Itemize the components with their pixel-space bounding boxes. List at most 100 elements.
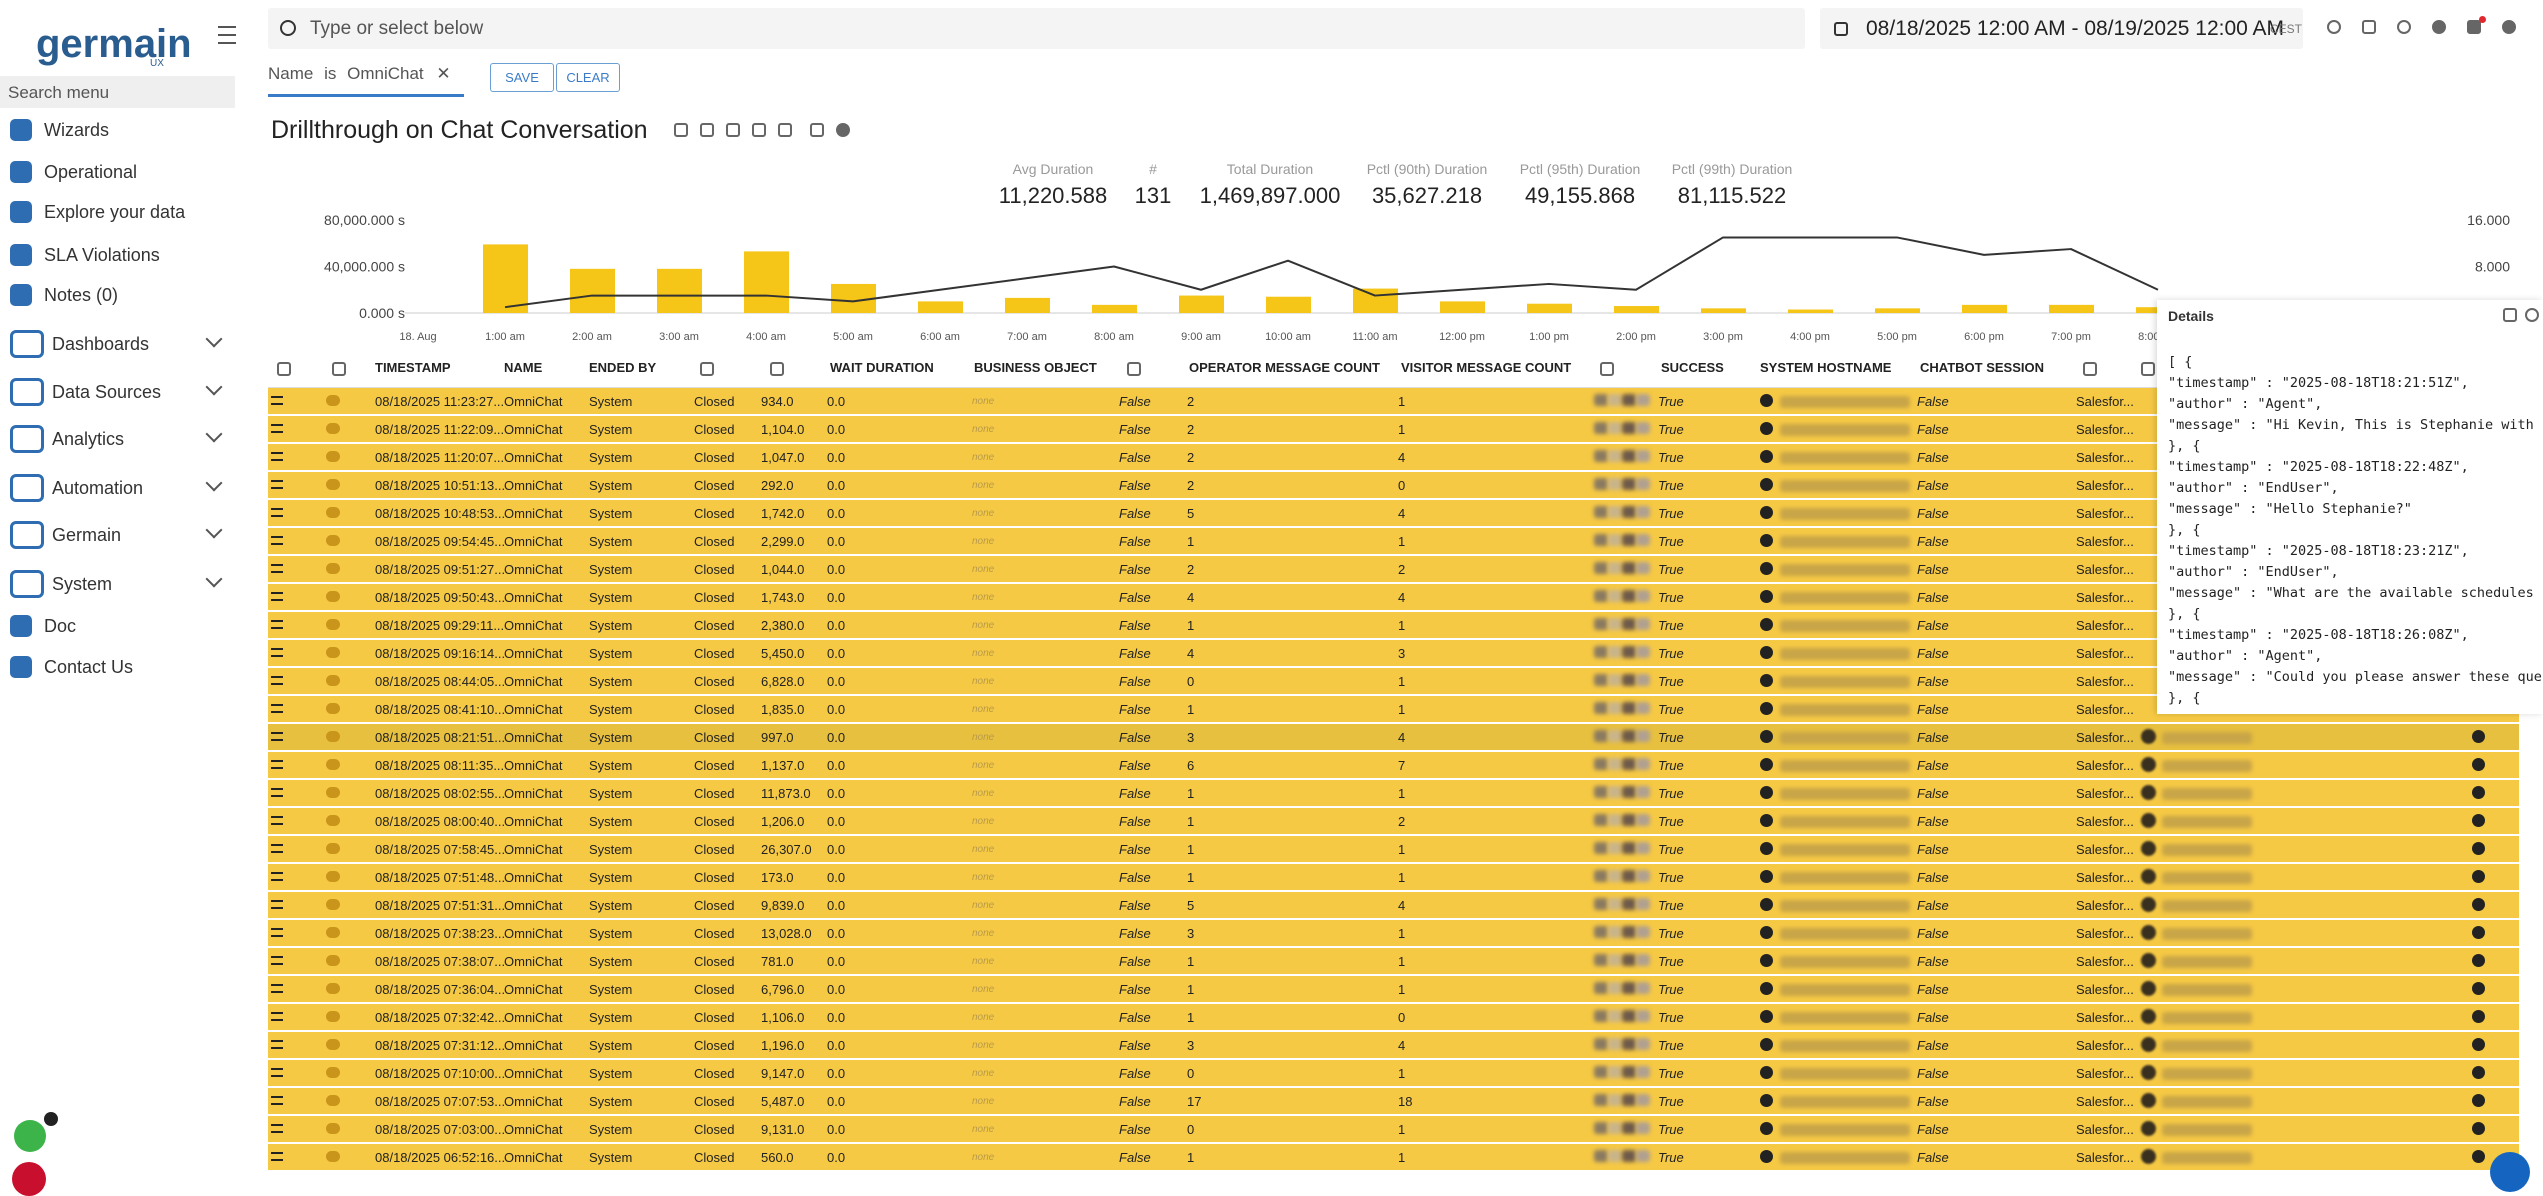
row-menu-icon[interactable] [271,872,283,881]
edit-icon[interactable] [674,123,688,137]
table-row[interactable] [268,388,2519,414]
column-icon[interactable] [1600,362,1614,376]
row-info-icon[interactable] [2472,786,2485,799]
host-info-icon[interactable] [1760,1122,1773,1135]
host-info-icon[interactable] [1760,982,1773,995]
row-info-icon[interactable] [2472,1038,2485,1051]
row-menu-icon[interactable] [271,788,283,797]
row-menu-icon[interactable] [271,900,283,909]
host-info-icon[interactable] [1760,646,1773,659]
table-row[interactable] [268,584,2519,610]
menu-chevron[interactable] [205,521,223,539]
table-row[interactable] [268,528,2519,554]
row-chat-icon[interactable] [326,619,340,630]
row-chat-icon[interactable] [326,1011,340,1022]
search-bar[interactable]: Type or select below [268,8,1805,49]
column-header[interactable]: OPERATOR MESSAGE COUNT [1189,360,1380,375]
host-info-icon[interactable] [1760,1150,1773,1163]
row-menu-icon[interactable] [271,648,283,657]
menu-item[interactable]: Doc [10,615,76,637]
row-menu-icon[interactable] [271,396,283,405]
row-menu-icon[interactable] [271,844,283,853]
row-menu-icon[interactable] [271,928,283,937]
row-chat-icon[interactable] [326,1095,340,1106]
menu-chevron[interactable] [205,378,223,396]
row-chat-icon[interactable] [326,1123,340,1134]
clear-button[interactable]: CLEAR [556,63,620,92]
host-info-icon[interactable] [1760,1038,1773,1051]
row-info-icon[interactable] [2472,982,2485,995]
date-picker[interactable]: 08/18/2025 12:00 AM - 08/19/2025 12:00 A… [1820,8,2303,49]
row-info-icon[interactable] [2472,1150,2485,1163]
host-info-icon[interactable] [1760,618,1773,631]
row-chat-icon[interactable] [326,843,340,854]
row-info-icon[interactable] [2472,758,2485,771]
column-icon[interactable] [2141,362,2155,376]
refresh-icon[interactable] [2327,20,2341,34]
notifications-icon[interactable] [2467,20,2481,34]
row-menu-icon[interactable] [271,424,283,433]
table-row[interactable] [268,612,2519,638]
menu-chevron[interactable] [205,570,223,588]
row-chat-icon[interactable] [326,675,340,686]
save-button[interactable]: SAVE [490,63,554,92]
menu-item[interactable]: System [10,570,112,598]
host-info-icon[interactable] [1760,478,1773,491]
copy-icon[interactable] [2503,308,2517,322]
row-info-icon[interactable] [2472,1094,2485,1107]
calendar-icon[interactable] [726,123,740,137]
row-chat-icon[interactable] [326,563,340,574]
host-info-icon[interactable] [1760,450,1773,463]
table-row[interactable] [268,668,2519,694]
row-menu-icon[interactable] [271,704,283,713]
row-menu-icon[interactable] [271,1068,283,1077]
row-chat-icon[interactable] [326,703,340,714]
row-chat-icon[interactable] [326,451,340,462]
row-info-icon[interactable] [2472,1122,2485,1135]
column-icon[interactable] [770,362,784,376]
host-info-icon[interactable] [1760,786,1773,799]
menu-toggle[interactable] [218,26,236,44]
column-icon[interactable] [332,362,346,376]
row-chat-icon[interactable] [326,815,340,826]
search-menu[interactable]: Search menu [0,76,235,108]
row-info-icon[interactable] [2472,926,2485,939]
logo[interactable]: germain [36,22,192,66]
menu-item[interactable]: Germain [10,521,121,549]
host-info-icon[interactable] [1760,842,1773,855]
table-row[interactable] [268,444,2519,470]
menu-item[interactable]: Notes (0) [10,284,118,306]
row-menu-icon[interactable] [271,1012,283,1021]
row-chat-icon[interactable] [326,591,340,602]
row-chat-icon[interactable] [326,423,340,434]
host-info-icon[interactable] [1760,814,1773,827]
menu-item[interactable]: Data Sources [10,378,161,406]
column-header[interactable]: ENDED BY [589,360,657,375]
row-menu-icon[interactable] [271,592,283,601]
info-icon[interactable] [2432,20,2446,34]
table-row[interactable] [268,500,2519,526]
row-menu-icon[interactable] [271,816,283,825]
row-info-icon[interactable] [2472,898,2485,911]
host-info-icon[interactable] [1760,1066,1773,1079]
row-chat-icon[interactable] [326,955,340,966]
row-chat-icon[interactable] [326,535,340,546]
menu-chevron[interactable] [205,425,223,443]
column-header[interactable]: BUSINESS OBJECT [974,360,1097,375]
host-info-icon[interactable] [1760,1010,1773,1023]
row-info-icon[interactable] [2472,1010,2485,1023]
row-chat-icon[interactable] [326,479,340,490]
row-menu-icon[interactable] [271,956,283,965]
row-menu-icon[interactable] [271,984,283,993]
column-header[interactable]: CHATBOT SESSION [1920,360,2044,375]
menu-item[interactable]: Automation [10,474,143,502]
column-icon[interactable] [277,362,291,376]
column-icon[interactable] [2083,362,2097,376]
menu-item[interactable]: Dashboards [10,330,149,358]
row-chat-icon[interactable] [326,647,340,658]
host-info-icon[interactable] [1760,702,1773,715]
row-chat-icon[interactable] [326,395,340,406]
column-header[interactable]: WAIT DURATION [830,360,934,375]
row-menu-icon[interactable] [271,536,283,545]
column-header[interactable]: SUCCESS [1661,360,1724,375]
